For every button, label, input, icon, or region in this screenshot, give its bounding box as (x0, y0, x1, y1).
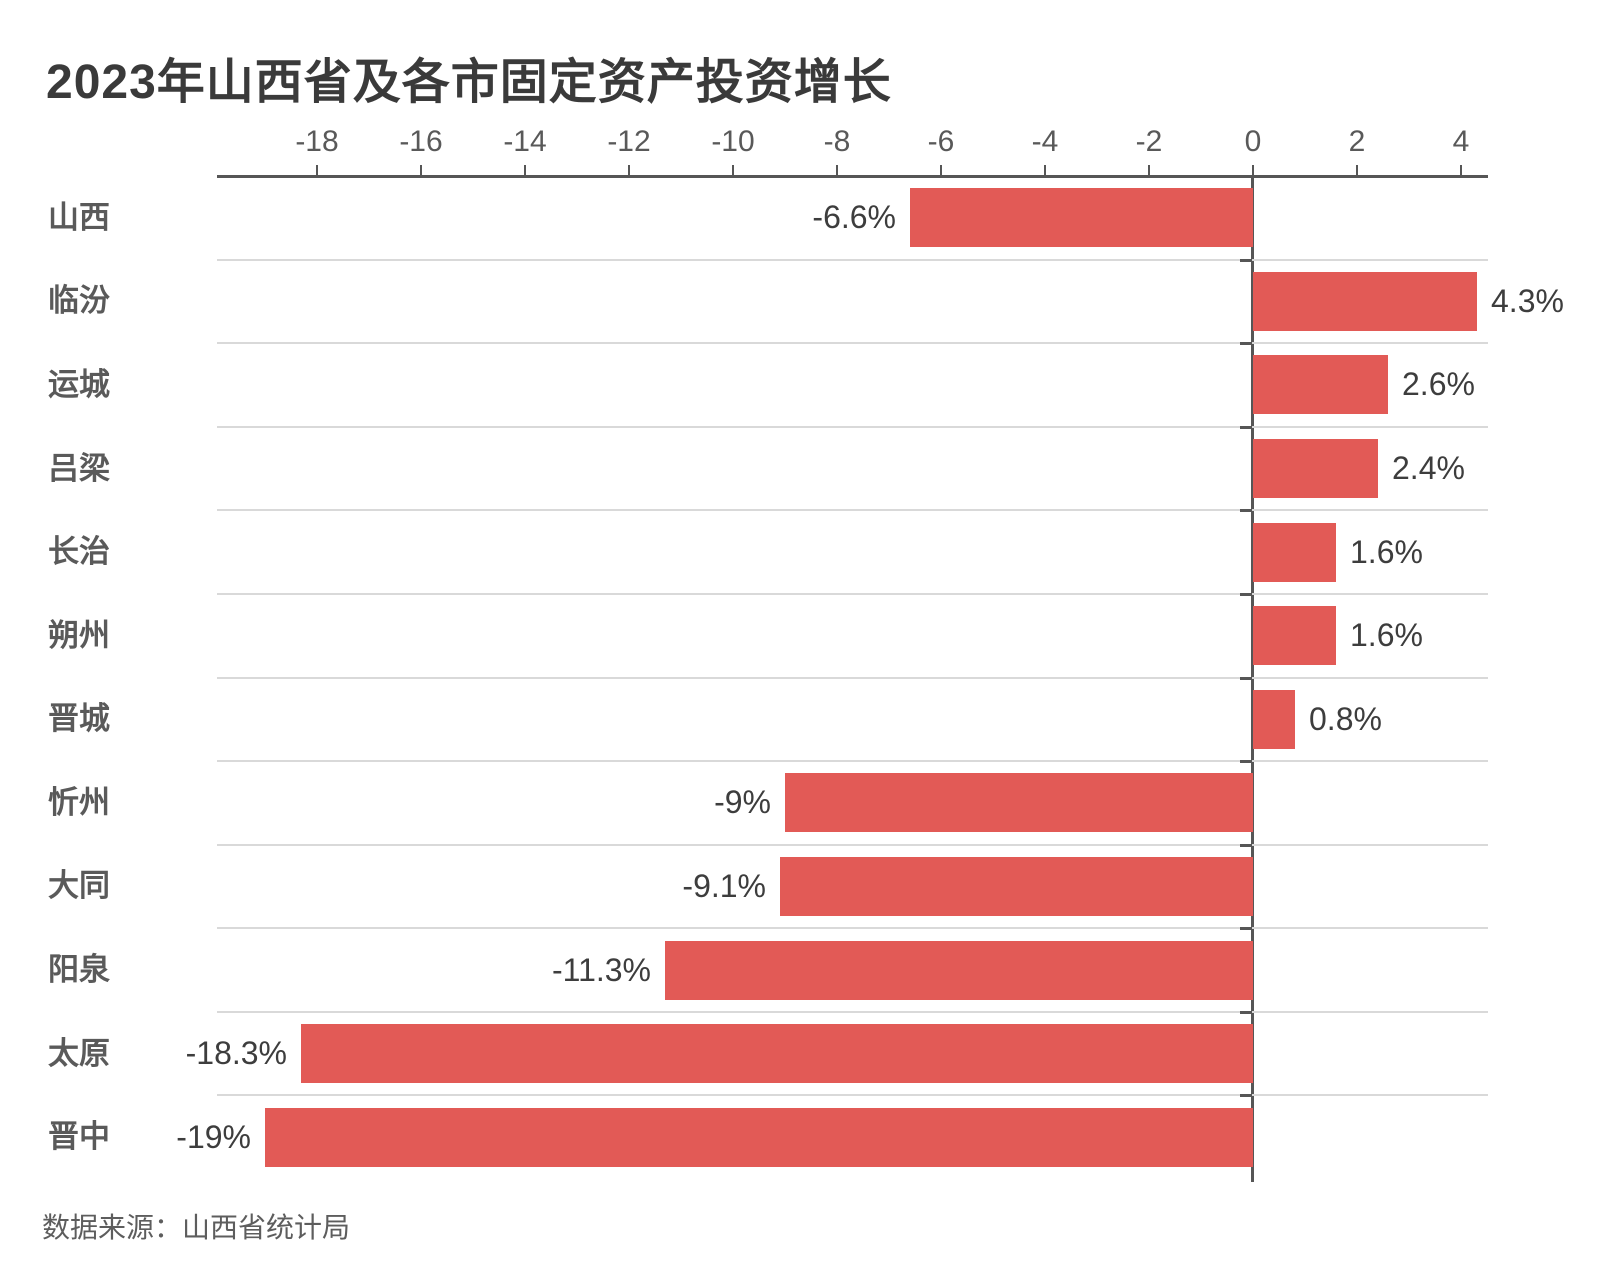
value-label: 2.4% (1392, 450, 1465, 486)
row-separator (217, 843, 1488, 846)
value-label: -19% (176, 1119, 251, 1155)
category-label: 临汾 (48, 283, 110, 318)
row-separator (217, 927, 1488, 930)
category-label: 太原 (48, 1036, 110, 1071)
category-axis-tick (1240, 676, 1252, 680)
x-tick-label: -4 (1031, 125, 1059, 158)
category-label: 长治 (48, 534, 110, 569)
category-label: 晋中 (48, 1119, 110, 1154)
x-tick-label: -6 (927, 125, 955, 158)
category-label: 朔州 (48, 618, 110, 653)
value-label: 1.6% (1350, 617, 1423, 653)
bar (780, 857, 1253, 916)
value-label: 4.3% (1491, 283, 1564, 319)
bar (785, 773, 1253, 832)
bar (1253, 272, 1477, 331)
x-tick-label: 4 (1452, 125, 1470, 158)
x-tick-label: 0 (1244, 125, 1262, 158)
row-separator (217, 342, 1488, 345)
x-tick-label: -8 (823, 125, 851, 158)
value-label: -9.1% (682, 868, 766, 904)
x-tick-label: -2 (1135, 125, 1163, 158)
value-label: -11.3% (551, 952, 651, 988)
x-tick-mark (1044, 165, 1046, 176)
x-tick-mark (1460, 165, 1462, 176)
bar (1253, 355, 1388, 414)
category-label: 大同 (48, 868, 110, 903)
row-separator (217, 760, 1488, 763)
x-tick-label: -16 (399, 125, 443, 158)
category-label: 吕梁 (48, 451, 110, 486)
category-label: 阳泉 (48, 952, 110, 987)
row-separator (217, 1094, 1488, 1097)
row-separator (217, 592, 1488, 595)
x-tick-label: -10 (711, 125, 755, 158)
x-tick-label: -14 (503, 125, 547, 158)
category-axis-tick (1240, 509, 1252, 513)
x-tick-label: -18 (295, 125, 339, 158)
x-tick-label: -12 (607, 125, 651, 158)
bar (665, 941, 1253, 1000)
category-axis-tick (1240, 258, 1252, 262)
category-axis-tick (1240, 592, 1252, 596)
chart-title: 2023年山西省及各市固定资产投资增长 (46, 56, 892, 109)
bar (1253, 439, 1378, 498)
value-label: -6.6% (812, 199, 896, 235)
x-axis-line (217, 175, 1488, 178)
value-label: 0.8% (1309, 701, 1382, 737)
bar (301, 1024, 1253, 1083)
x-tick-mark (1252, 165, 1254, 176)
x-tick-mark (1356, 165, 1358, 176)
bar (265, 1108, 1253, 1167)
bar (1253, 606, 1336, 665)
bar (1253, 690, 1295, 749)
row-separator (217, 1010, 1488, 1013)
category-axis-tick (1240, 1094, 1252, 1098)
category-axis-tick (1240, 425, 1252, 429)
x-tick-mark (420, 165, 422, 176)
x-tick-mark (940, 165, 942, 176)
category-label: 晋城 (48, 701, 110, 736)
row-separator (217, 258, 1488, 261)
x-tick-mark (628, 165, 630, 176)
data-source-note: 数据来源：山西省统计局 (42, 1212, 351, 1243)
zero-baseline (1251, 175, 1254, 1182)
bar (1253, 523, 1336, 582)
value-label: -18.3% (185, 1035, 287, 1071)
row-separator (217, 676, 1488, 679)
category-axis-tick (1240, 927, 1252, 931)
category-axis-tick (1240, 843, 1252, 847)
x-tick-mark (836, 165, 838, 176)
category-label: 忻州 (48, 785, 110, 820)
x-tick-mark (732, 165, 734, 176)
x-tick-mark (316, 165, 318, 176)
category-label: 山西 (48, 200, 110, 235)
x-tick-label: 2 (1348, 125, 1366, 158)
category-axis-tick (1240, 342, 1252, 346)
value-label: -9% (714, 784, 771, 820)
bar (910, 188, 1253, 247)
row-separator (217, 509, 1488, 512)
value-label: 1.6% (1350, 534, 1423, 570)
category-axis-tick (1240, 760, 1252, 764)
category-label: 运城 (48, 367, 110, 402)
category-axis-tick (1240, 1010, 1252, 1014)
x-tick-mark (524, 165, 526, 176)
row-separator (217, 425, 1488, 428)
x-tick-mark (1148, 165, 1150, 176)
value-label: 2.6% (1402, 366, 1475, 402)
